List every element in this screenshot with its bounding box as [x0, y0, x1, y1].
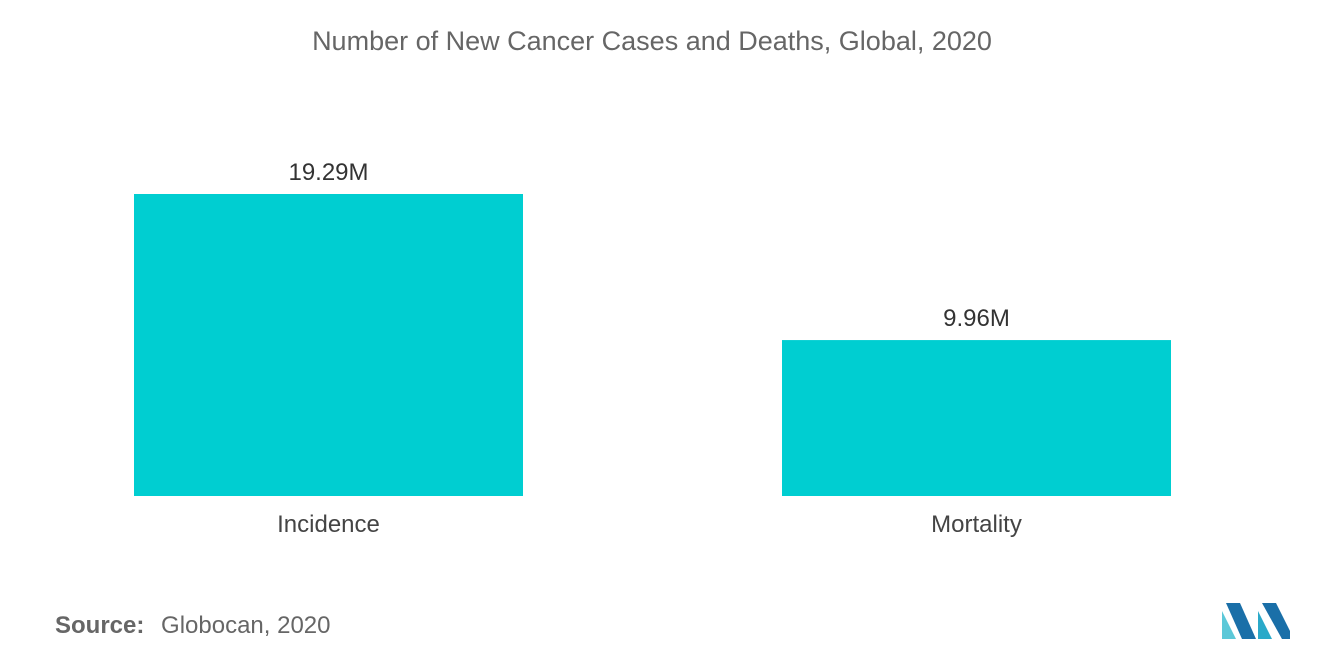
source-label: Source:: [55, 612, 145, 639]
value-label-mortality: 9.96M: [943, 305, 1010, 332]
bars-layer: 19.29M Incidence 9.96M Mortality: [134, 159, 1171, 538]
logo-shape-right: [1262, 603, 1290, 639]
mordor-intelligence-logo-icon: [1222, 603, 1290, 639]
category-label-incidence: Incidence: [277, 511, 380, 538]
source-note: Source: Globocan, 2020: [55, 612, 331, 640]
logo-shape-mid-left: [1226, 603, 1256, 639]
bar-incidence: [134, 194, 523, 496]
category-label-mortality: Mortality: [931, 511, 1022, 538]
logo-shape-mid-right: [1258, 611, 1272, 639]
source-value: Globocan, 2020: [161, 612, 331, 639]
chart-title: Number of New Cancer Cases and Deaths, G…: [312, 26, 992, 56]
bar-mortality: [782, 340, 1171, 496]
value-label-incidence: 19.29M: [288, 159, 368, 186]
logo-shape-left: [1222, 611, 1236, 639]
